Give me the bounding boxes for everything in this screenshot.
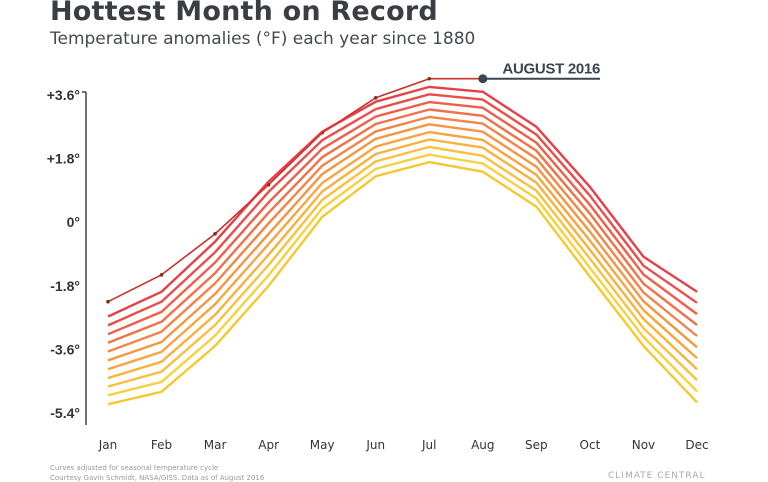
y-tick-label: -3.6° bbox=[50, 341, 80, 357]
y-tick-label: -1.8° bbox=[50, 278, 80, 294]
footnote: Curves adjusted for seasonal temperature… bbox=[50, 464, 219, 472]
chart-title: Hottest Month on Record bbox=[50, 0, 438, 27]
series-line-2016 bbox=[107, 77, 483, 303]
x-tick-label: Feb bbox=[151, 438, 172, 452]
x-tick-label: Jun bbox=[365, 438, 385, 452]
y-tick-label: -5.4° bbox=[50, 405, 80, 421]
series-line-s5 bbox=[107, 123, 698, 362]
series-layer bbox=[106, 76, 698, 406]
series-line-recent-years bbox=[107, 85, 698, 318]
x-tick-label: May bbox=[310, 438, 335, 452]
y-tick-label: 0° bbox=[67, 214, 80, 230]
x-tick-label: Dec bbox=[685, 438, 708, 452]
x-tick-label: Aug bbox=[471, 438, 494, 452]
series-line-early-years bbox=[107, 160, 698, 406]
credit: Courtesy Gavin Schmidt, NASA/GISS. Data … bbox=[50, 474, 265, 482]
x-tick-label: Mar bbox=[204, 438, 227, 452]
data-point-2016 bbox=[373, 96, 378, 100]
x-tick-label: Sep bbox=[525, 438, 548, 452]
x-tick-label: Nov bbox=[632, 438, 655, 452]
data-point-2016 bbox=[427, 76, 432, 81]
x-tick-label: Jul bbox=[421, 438, 436, 452]
annotation-marker bbox=[478, 74, 488, 84]
annotation: AUGUST 2016 bbox=[478, 61, 600, 84]
series-line-s1 bbox=[107, 153, 698, 397]
x-ticks: Jan Feb Mar Apr May Jun Jul Aug Sep Oct Nov Dec bbox=[98, 438, 709, 452]
series-line-s9 bbox=[107, 93, 698, 327]
data-point-2016 bbox=[159, 273, 164, 277]
series-line-s8 bbox=[107, 100, 698, 336]
chart-subtitle: Temperature anomalies (°F) each year sin… bbox=[50, 29, 476, 49]
y-tick-label: +1.8° bbox=[47, 151, 80, 167]
x-tick-label: Oct bbox=[580, 438, 601, 452]
annotation-label: AUGUST 2016 bbox=[502, 61, 600, 78]
series-line-s3 bbox=[107, 138, 698, 380]
series-line-s7 bbox=[107, 108, 698, 344]
data-point-2016 bbox=[106, 299, 110, 304]
x-tick-label: Apr bbox=[258, 438, 279, 452]
series-line-s6 bbox=[107, 115, 698, 353]
y-ticks: +3.6° +1.8° 0° -1.8° -3.6° -5.4° bbox=[47, 87, 80, 421]
x-tick-label: Jan bbox=[98, 438, 118, 452]
brand-logo-text: CLIMATE CENTRAL bbox=[608, 471, 706, 481]
series-line-s4 bbox=[107, 130, 698, 371]
y-tick-label: +3.6° bbox=[47, 87, 80, 103]
data-point-2016 bbox=[213, 232, 217, 236]
series-line-s2 bbox=[107, 145, 698, 388]
